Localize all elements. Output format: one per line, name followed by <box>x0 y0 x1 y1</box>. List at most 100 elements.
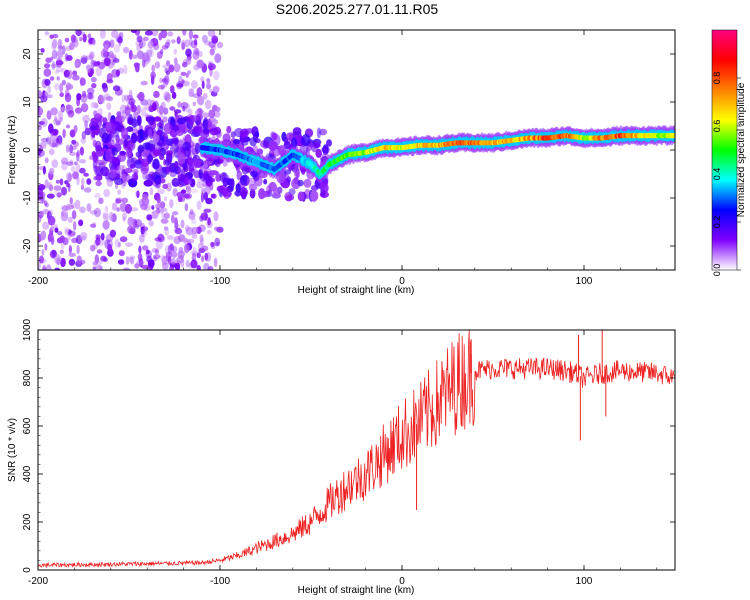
spectrogram-cell <box>326 139 332 147</box>
spectrogram-cell <box>48 209 54 217</box>
spectrogram-cell <box>61 161 68 171</box>
spectrogram-cell <box>249 188 256 199</box>
spectrogram-cell <box>67 110 75 118</box>
spectrogram-cell <box>95 151 105 157</box>
spectrogram-marks <box>38 30 675 270</box>
spectrogram-cell <box>159 254 166 261</box>
spectrogram-cell <box>177 152 186 165</box>
spectrogram-cell <box>54 227 59 233</box>
spectrogram-cell <box>160 48 164 55</box>
spectrogram-cell <box>297 191 305 202</box>
spectrogram-cell <box>111 202 118 211</box>
spectrogram-cell <box>162 107 169 115</box>
spectrogram-cell <box>152 149 162 157</box>
spectrogram-cell <box>126 156 135 169</box>
spectrogram-cell <box>122 46 130 54</box>
spectrogram-cell <box>187 238 195 244</box>
spectrogram-cell <box>49 142 57 149</box>
spectrogram-cell <box>310 190 319 202</box>
spectrogram-cell <box>192 101 196 107</box>
spectrogram-cell <box>303 178 312 188</box>
spectrogram-cell <box>173 48 177 55</box>
spectrogram-cell <box>211 119 219 125</box>
spectrogram-cell <box>174 262 181 270</box>
spectrogram-cell <box>44 157 49 164</box>
spectrogram-cell <box>154 248 159 255</box>
spectrogram-cell <box>95 234 101 240</box>
spectrogram-cell <box>65 144 70 153</box>
spectrogram-cell <box>254 175 263 187</box>
spectrogram-cell <box>90 68 95 75</box>
spectrogram-cell <box>83 172 89 177</box>
spectrogram-cell <box>121 94 126 103</box>
spectrogram-cell <box>76 93 82 101</box>
spectrogram-cell <box>187 128 196 134</box>
spectrogram-cell <box>123 64 128 75</box>
spectrogram-y-tick-label: 20 <box>22 48 33 60</box>
spectrogram-cell <box>142 245 149 251</box>
colorbar-ticks: 0.0 0.2 0.4 0.6 0.8 <box>712 72 741 276</box>
spectrogram-cell <box>193 47 199 55</box>
spectrogram-cell <box>230 178 235 189</box>
spectrogram-cell <box>56 192 62 198</box>
spectrogram-cell <box>315 148 323 158</box>
spectrogram-cell <box>55 50 64 61</box>
spectrogram-cell <box>71 146 77 150</box>
spectrogram-cell <box>76 255 83 265</box>
spectrogram-cell <box>146 214 153 221</box>
spectrogram-cell <box>235 183 241 193</box>
spectrogram-cell <box>260 140 270 148</box>
spectrogram-cell <box>153 254 161 260</box>
spectrogram-cell <box>215 173 222 182</box>
spectrogram-cell <box>180 102 189 109</box>
spectrogram-cell <box>203 208 212 213</box>
spectrogram-cell <box>68 229 72 235</box>
spectrogram-cell <box>129 227 135 234</box>
spectrogram-cell <box>154 61 161 69</box>
spectrogram-cell <box>147 154 154 163</box>
spectrogram-cell <box>191 188 199 194</box>
spectrogram-cell <box>147 40 154 49</box>
spectrogram-cell <box>105 96 114 101</box>
spectrogram-cell <box>92 39 96 46</box>
spectrogram-cell <box>41 137 49 143</box>
spectrogram-cell <box>181 42 185 50</box>
spectrogram-cell <box>93 239 99 250</box>
spectrogram-cell <box>80 57 88 64</box>
snr-y-tick-label: 800 <box>22 369 33 386</box>
spectrogram-cell <box>61 205 69 212</box>
spectrogram-cell <box>284 137 289 146</box>
spectrogram-cell <box>59 82 64 93</box>
spectrogram-cell <box>54 115 58 123</box>
spectrogram-cell <box>165 92 172 103</box>
spectrogram-cell <box>70 34 76 43</box>
spectrogram-cell <box>80 232 88 240</box>
spectrogram-cell <box>273 185 278 197</box>
spectrogram-cell <box>201 245 209 252</box>
spectrogram-cell <box>147 259 155 268</box>
spectrogram-cells <box>38 30 675 270</box>
spectrogram-x-label: Height of straight line (km) <box>298 285 415 296</box>
spectrogram-cell <box>126 126 134 132</box>
spectrogram-cell <box>79 77 86 86</box>
spectrogram-cell <box>74 107 83 114</box>
spectrogram-cell <box>60 106 66 112</box>
spectrogram-cell <box>200 192 204 203</box>
spectrogram-cell <box>130 118 140 127</box>
spectrogram-cell <box>177 117 187 125</box>
spectrogram-cell <box>80 31 86 37</box>
spectrogram-cell <box>178 139 184 147</box>
spectrogram-cell <box>114 177 124 186</box>
spectrogram-cell <box>216 185 225 192</box>
spectrogram-cell <box>171 39 176 44</box>
snr-spikes <box>416 330 607 510</box>
spectrogram-cell <box>256 148 264 155</box>
spectrogram-cell <box>151 205 155 210</box>
spectrogram-cell <box>104 205 109 213</box>
spectrogram-cell <box>191 232 198 239</box>
spectrogram-cell <box>42 221 50 230</box>
spectrogram-cell <box>185 259 190 268</box>
spectrogram-cell <box>62 209 68 219</box>
spectrogram-cell <box>181 39 186 50</box>
spectrogram-cell <box>249 137 257 147</box>
